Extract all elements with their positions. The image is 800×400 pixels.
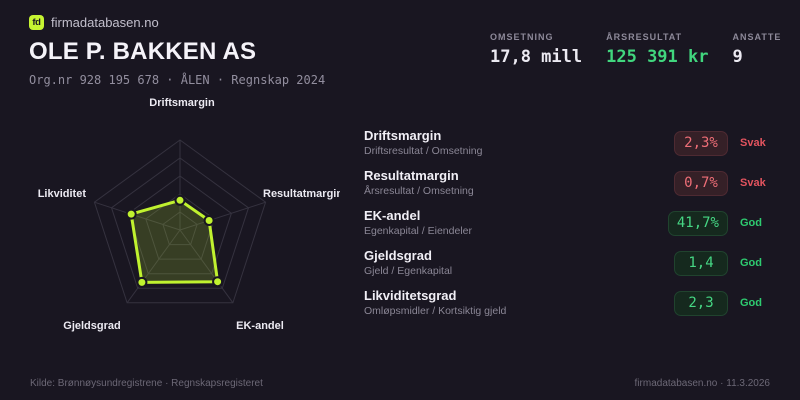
key-figure-label: OMSETNING: [490, 32, 554, 42]
metric-name: Resultatmargin: [364, 168, 459, 183]
brand: fd firmadatabasen.no: [29, 15, 325, 30]
company-name: OLE P. BAKKEN AS: [29, 38, 257, 65]
metric-row-likviditetsgrad: Likviditetsgrad Omløpsmidler / Kortsikti…: [364, 289, 770, 317]
radar-axis-label: Likviditet: [38, 188, 87, 200]
metric-name: Driftsmargin: [364, 128, 442, 143]
key-figure-value: 9: [732, 47, 743, 67]
metric-name: EK-andel: [364, 208, 421, 223]
radar-grid-ring: [162, 211, 198, 246]
radar-grid-ring: [110, 157, 250, 289]
metrics-list: Driftsmargin Driftsresultat / Omsetning …: [364, 129, 770, 329]
radar-grid-ring: [128, 175, 232, 275]
metric-name: Likviditetsgrad: [364, 288, 457, 303]
metric-row-resultatmargin: Resultatmargin Årsresultat / Omsetning 0…: [364, 169, 770, 197]
metric-rating-badge: Svak: [740, 137, 766, 149]
radar-data-point: [174, 194, 186, 206]
radar-data-point: [203, 215, 215, 226]
metric-value-pill: 2,3%: [674, 130, 728, 156]
metric-rating-badge: God: [740, 257, 762, 269]
radar-axis-label: Driftsmargin: [149, 97, 215, 109]
metric-rating-badge: Svak: [740, 177, 766, 189]
metric-formula: Gjeld / Egenkapital: [364, 265, 453, 277]
radar-data-point: [125, 208, 137, 220]
key-figure-arsresultat: ÅRSRESULTAT 125 391 kr: [606, 32, 708, 67]
attribution-text: firmadatabasen.no · 11.3.2026: [634, 378, 770, 389]
radar-axis-label: Gjeldsgrad: [63, 320, 120, 332]
metric-formula: Årsresultat / Omsetning: [364, 185, 474, 197]
key-figures: OMSETNING 17,8 mill ÅRSRESULTAT 125 391 …: [490, 32, 781, 67]
metric-row-ek-andel: EK-andel Egenkapital / Eiendeler 41,7% G…: [364, 209, 770, 237]
source-text: Kilde: Brønnøysundregistrene · Regnskaps…: [30, 378, 263, 389]
radar-axis-line: [179, 201, 266, 231]
logo-text: fd: [32, 17, 41, 28]
header: fd firmadatabasen.no OLE P. BAKKEN AS Or…: [29, 15, 325, 87]
radar-grid-ring: [145, 193, 215, 260]
key-figure-label: ÅRSRESULTAT: [606, 32, 683, 42]
metric-row-gjeldsgrad: Gjeldsgrad Gjeld / Egenkapital 1,4 God: [364, 249, 770, 277]
radar-axis-label: Resultatmargin: [263, 188, 340, 200]
key-figure-value: 17,8 mill: [490, 47, 583, 67]
metric-rating-badge: God: [740, 297, 762, 309]
radar-data-polygon: [129, 198, 220, 284]
metric-value-pill: 0,7%: [674, 170, 728, 196]
brand-domain: firmadatabasen.no: [51, 15, 159, 30]
metric-row-driftsmargin: Driftsmargin Driftsresultat / Omsetning …: [364, 129, 770, 157]
radar-chart: Driftsmargin Resultatmargin EK-andel Gjelds…: [38, 97, 340, 332]
metric-rating-badge: God: [740, 217, 762, 229]
key-figure-ansatte: ANSATTE 9: [732, 32, 781, 67]
radar-axis-line: [94, 201, 181, 231]
radar-data-point: [212, 276, 224, 288]
key-figure-omsetning: OMSETNING 17,8 mill: [490, 32, 582, 67]
key-figure-value: 125 391 kr: [606, 47, 709, 67]
company-subtitle: Org.nr 928 195 678 · ÅLEN · Regnskap 202…: [29, 73, 326, 87]
key-figure-label: ANSATTE: [732, 32, 782, 42]
metric-formula: Driftsresultat / Omsetning: [364, 145, 483, 157]
radar-axis-line: [126, 229, 181, 304]
metric-value-pill: 2,3: [674, 290, 728, 316]
metric-value-pill: 1,4: [674, 250, 728, 276]
radar-axis-line: [179, 229, 234, 304]
radar-axis-label: EK-andel: [236, 320, 284, 332]
metric-name: Gjeldsgrad: [364, 248, 432, 263]
metric-formula: Egenkapital / Eiendeler: [364, 225, 472, 237]
metric-formula: Omløpsmidler / Kortsiktig gjeld: [364, 305, 507, 317]
footer: Kilde: Brønnøysundregistrene · Regnskaps…: [30, 378, 770, 389]
firmadatabasen-logo-icon: fd: [29, 15, 44, 30]
radar-data-point: [136, 276, 148, 288]
radar-grid-ring: [93, 139, 267, 304]
metric-value-pill: 41,7%: [667, 210, 728, 236]
